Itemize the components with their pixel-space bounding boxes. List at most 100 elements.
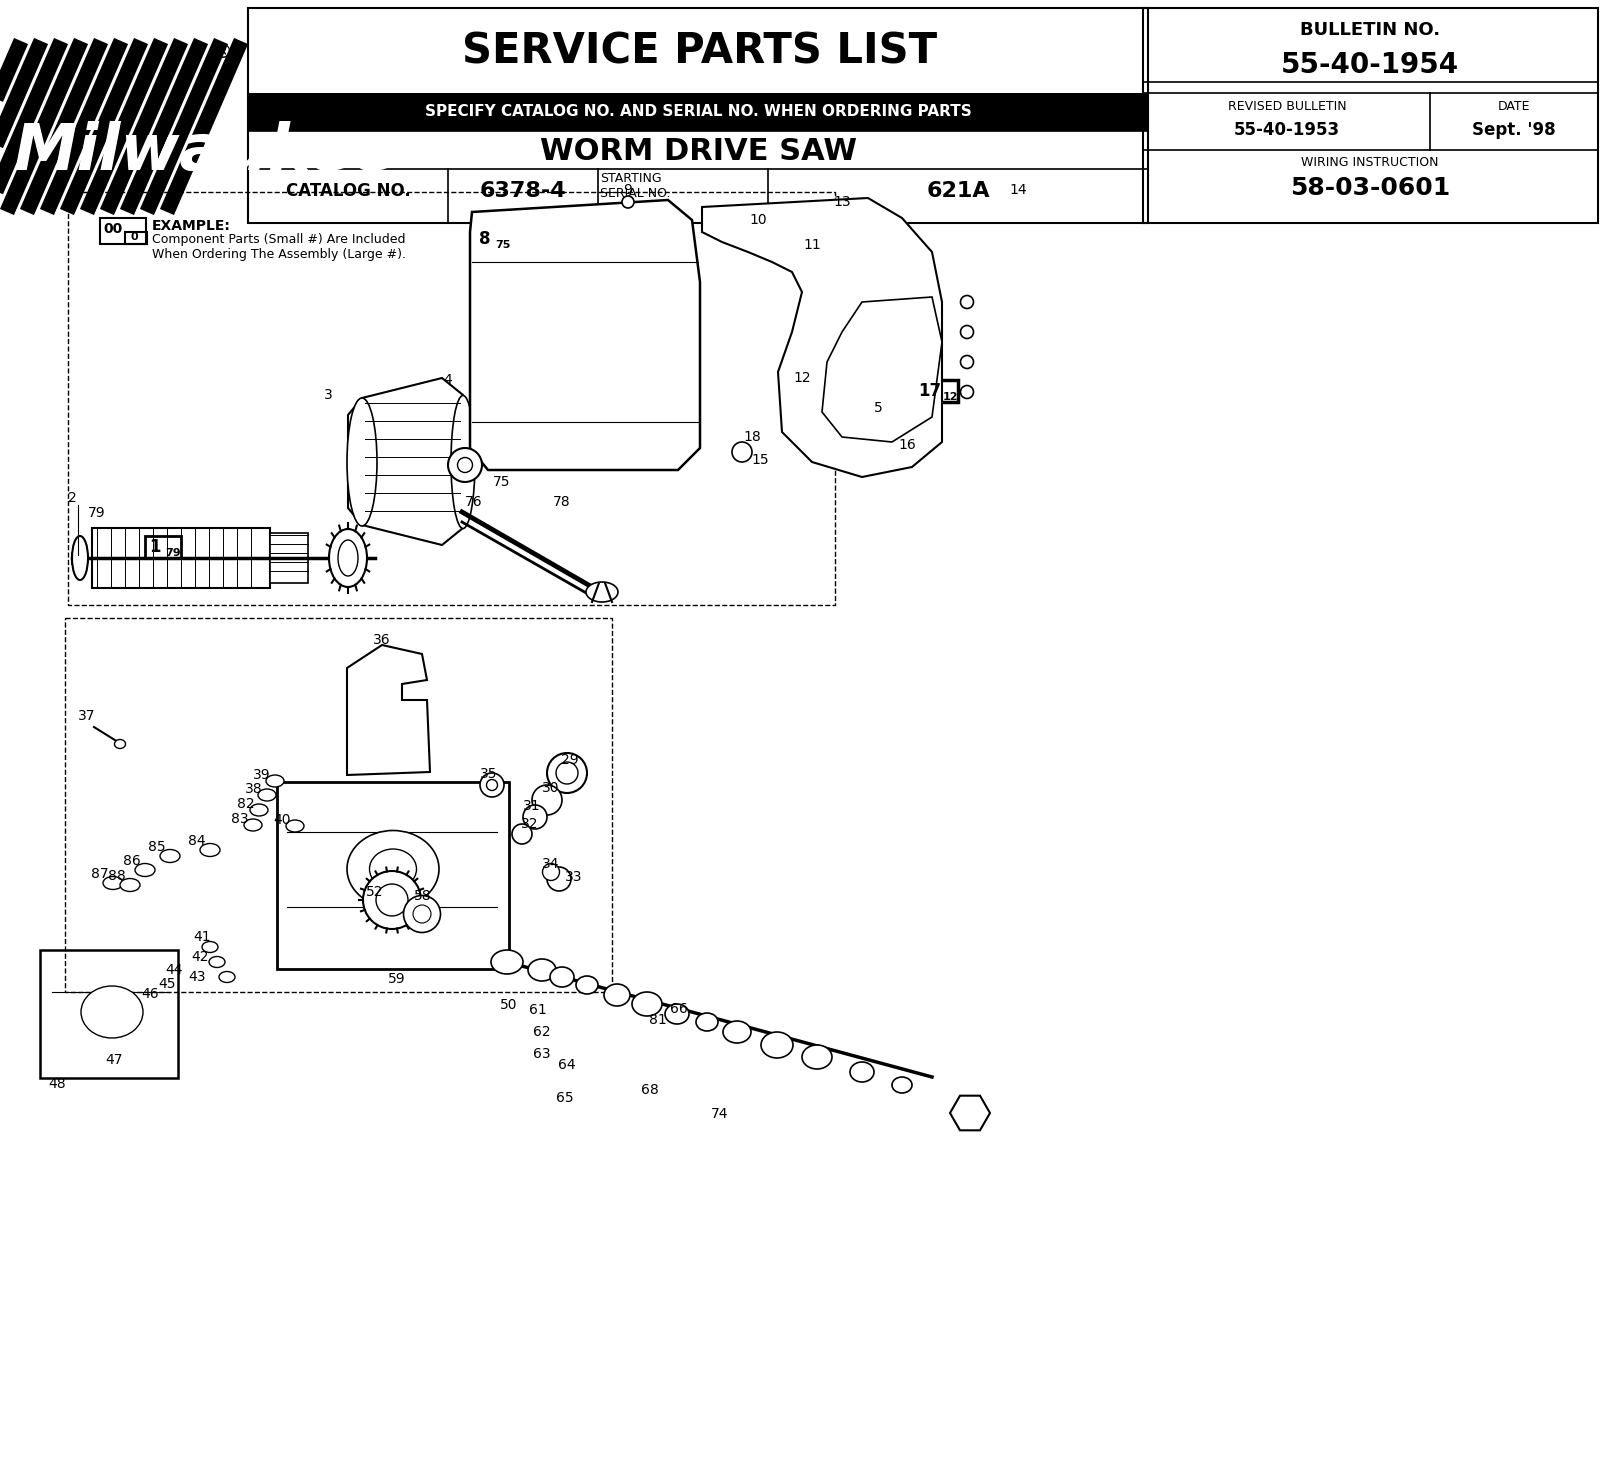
Bar (92, 528, 270, 588)
Ellipse shape (665, 1005, 689, 1024)
Bar (919, 380, 958, 402)
Text: 8: 8 (479, 230, 490, 248)
Ellipse shape (961, 356, 974, 368)
Ellipse shape (114, 739, 125, 748)
Bar (580, 272, 603, 414)
Ellipse shape (762, 1031, 792, 1058)
Bar (247, 93, 1147, 131)
Ellipse shape (403, 895, 440, 932)
Text: 29: 29 (561, 752, 579, 767)
Ellipse shape (199, 843, 220, 856)
Ellipse shape (961, 386, 974, 399)
Text: ®: ® (212, 43, 231, 61)
Ellipse shape (550, 968, 574, 987)
Ellipse shape (587, 582, 619, 603)
Text: 18: 18 (742, 430, 760, 444)
Ellipse shape (413, 905, 431, 923)
Text: 30: 30 (542, 781, 559, 795)
Ellipse shape (546, 867, 570, 890)
Ellipse shape (103, 877, 124, 889)
Text: 86: 86 (124, 853, 141, 868)
Ellipse shape (522, 804, 546, 830)
Text: 43: 43 (188, 971, 206, 984)
Text: 36: 36 (373, 634, 391, 647)
Text: 76: 76 (464, 496, 482, 509)
Text: Sept. '98: Sept. '98 (1472, 122, 1556, 139)
Text: 16: 16 (898, 438, 916, 453)
Text: 38: 38 (246, 782, 264, 795)
Bar (276, 782, 509, 969)
Bar (247, 7, 1147, 223)
Text: 84: 84 (188, 834, 206, 847)
Text: 5: 5 (874, 401, 882, 416)
Polygon shape (349, 378, 463, 545)
Text: 41: 41 (193, 930, 211, 944)
Text: 32: 32 (521, 818, 538, 831)
Text: 46: 46 (141, 987, 159, 1002)
Ellipse shape (347, 398, 378, 525)
Text: SPECIFY CATALOG NO. AND SERIAL NO. WHEN ORDERING PARTS: SPECIFY CATALOG NO. AND SERIAL NO. WHEN … (424, 104, 971, 120)
Ellipse shape (259, 789, 276, 801)
Text: CATALOG NO.: CATALOG NO. (286, 183, 410, 200)
Text: 68: 68 (641, 1083, 659, 1097)
Ellipse shape (209, 957, 225, 968)
Ellipse shape (135, 864, 154, 877)
Text: 82: 82 (238, 797, 256, 810)
Text: 15: 15 (750, 453, 768, 467)
Text: EXAMPLE:: EXAMPLE: (153, 220, 231, 233)
Ellipse shape (632, 991, 662, 1017)
Text: 00: 00 (103, 223, 122, 236)
Ellipse shape (696, 1014, 718, 1031)
Text: 65: 65 (556, 1091, 574, 1106)
Text: 63: 63 (534, 1048, 551, 1061)
Polygon shape (347, 646, 431, 775)
Ellipse shape (251, 804, 268, 816)
Ellipse shape (723, 1021, 750, 1043)
Text: 621A: 621A (926, 181, 990, 200)
Text: 44: 44 (166, 963, 183, 976)
Ellipse shape (961, 295, 974, 309)
Ellipse shape (244, 819, 262, 831)
Text: 85: 85 (148, 840, 166, 853)
Text: 48: 48 (48, 1077, 66, 1091)
Polygon shape (950, 1095, 990, 1131)
Text: 0: 0 (130, 232, 138, 242)
Text: 2: 2 (67, 491, 77, 505)
Polygon shape (702, 197, 942, 476)
Ellipse shape (575, 976, 598, 994)
Text: 83: 83 (231, 812, 249, 827)
Text: 45: 45 (157, 976, 175, 991)
Text: 47: 47 (104, 1054, 122, 1067)
Text: 74: 74 (712, 1107, 728, 1120)
Text: REVISED BULLETIN: REVISED BULLETIN (1228, 101, 1347, 113)
Ellipse shape (376, 884, 408, 916)
Text: 17: 17 (919, 381, 942, 401)
Text: 78: 78 (553, 496, 570, 509)
Ellipse shape (546, 752, 587, 792)
Ellipse shape (556, 761, 579, 784)
Ellipse shape (458, 457, 472, 472)
Ellipse shape (492, 950, 522, 974)
Text: SERVICE PARTS LIST: SERVICE PARTS LIST (463, 31, 937, 73)
Text: 61: 61 (529, 1003, 546, 1017)
Ellipse shape (892, 1077, 913, 1094)
Ellipse shape (72, 536, 88, 580)
Text: WORM DRIVE SAW: WORM DRIVE SAW (540, 138, 857, 166)
Text: 35: 35 (480, 767, 498, 781)
Bar (508, 272, 530, 414)
Text: 87: 87 (92, 867, 109, 881)
Text: DATE: DATE (1498, 101, 1530, 113)
Text: 12: 12 (794, 371, 812, 384)
Ellipse shape (161, 849, 180, 862)
Bar (545, 272, 566, 414)
Text: 6378-4: 6378-4 (479, 181, 566, 200)
Text: 81: 81 (649, 1014, 667, 1027)
Ellipse shape (802, 1045, 832, 1068)
Ellipse shape (448, 448, 482, 482)
Text: 66: 66 (670, 1002, 688, 1017)
Text: 40: 40 (273, 813, 291, 827)
Bar (476, 229, 511, 249)
Bar (1143, 7, 1597, 223)
Bar (145, 536, 182, 558)
Text: 9: 9 (624, 183, 633, 197)
